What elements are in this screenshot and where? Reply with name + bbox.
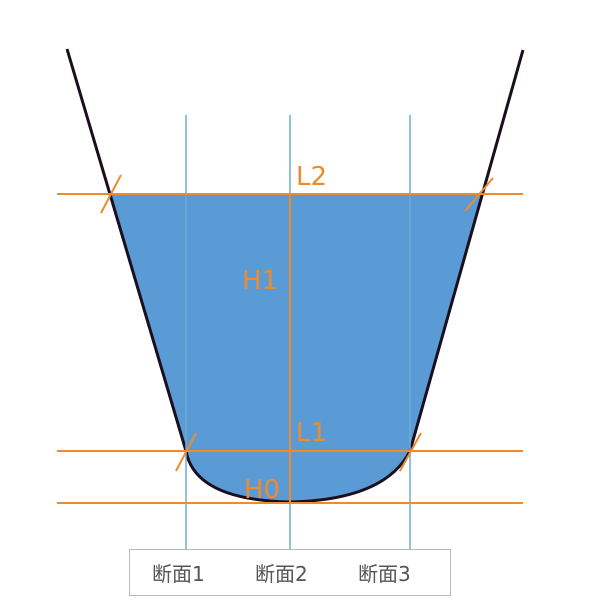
legend-section-1: 断面1 [152, 562, 205, 586]
left-bank-outline [65, 48, 291, 504]
bottom-left-slash-marker [175, 432, 197, 472]
bottom-right-slash-marker [399, 432, 422, 472]
water-area [111, 194, 481, 502]
top-width-label: L2 [296, 162, 327, 192]
legend-box [129, 549, 451, 596]
bottom-width-label: L1 [296, 418, 327, 448]
lower-depth-label: H0 [244, 475, 280, 505]
top-right-slash-marker [464, 177, 494, 212]
legend-section-3: 断面3 [358, 562, 411, 586]
top-left-slash-marker [100, 174, 122, 214]
right-bank-outline [289, 49, 525, 504]
legend-section-2: 断面2 [255, 562, 308, 586]
upper-depth-label: H1 [242, 266, 278, 296]
